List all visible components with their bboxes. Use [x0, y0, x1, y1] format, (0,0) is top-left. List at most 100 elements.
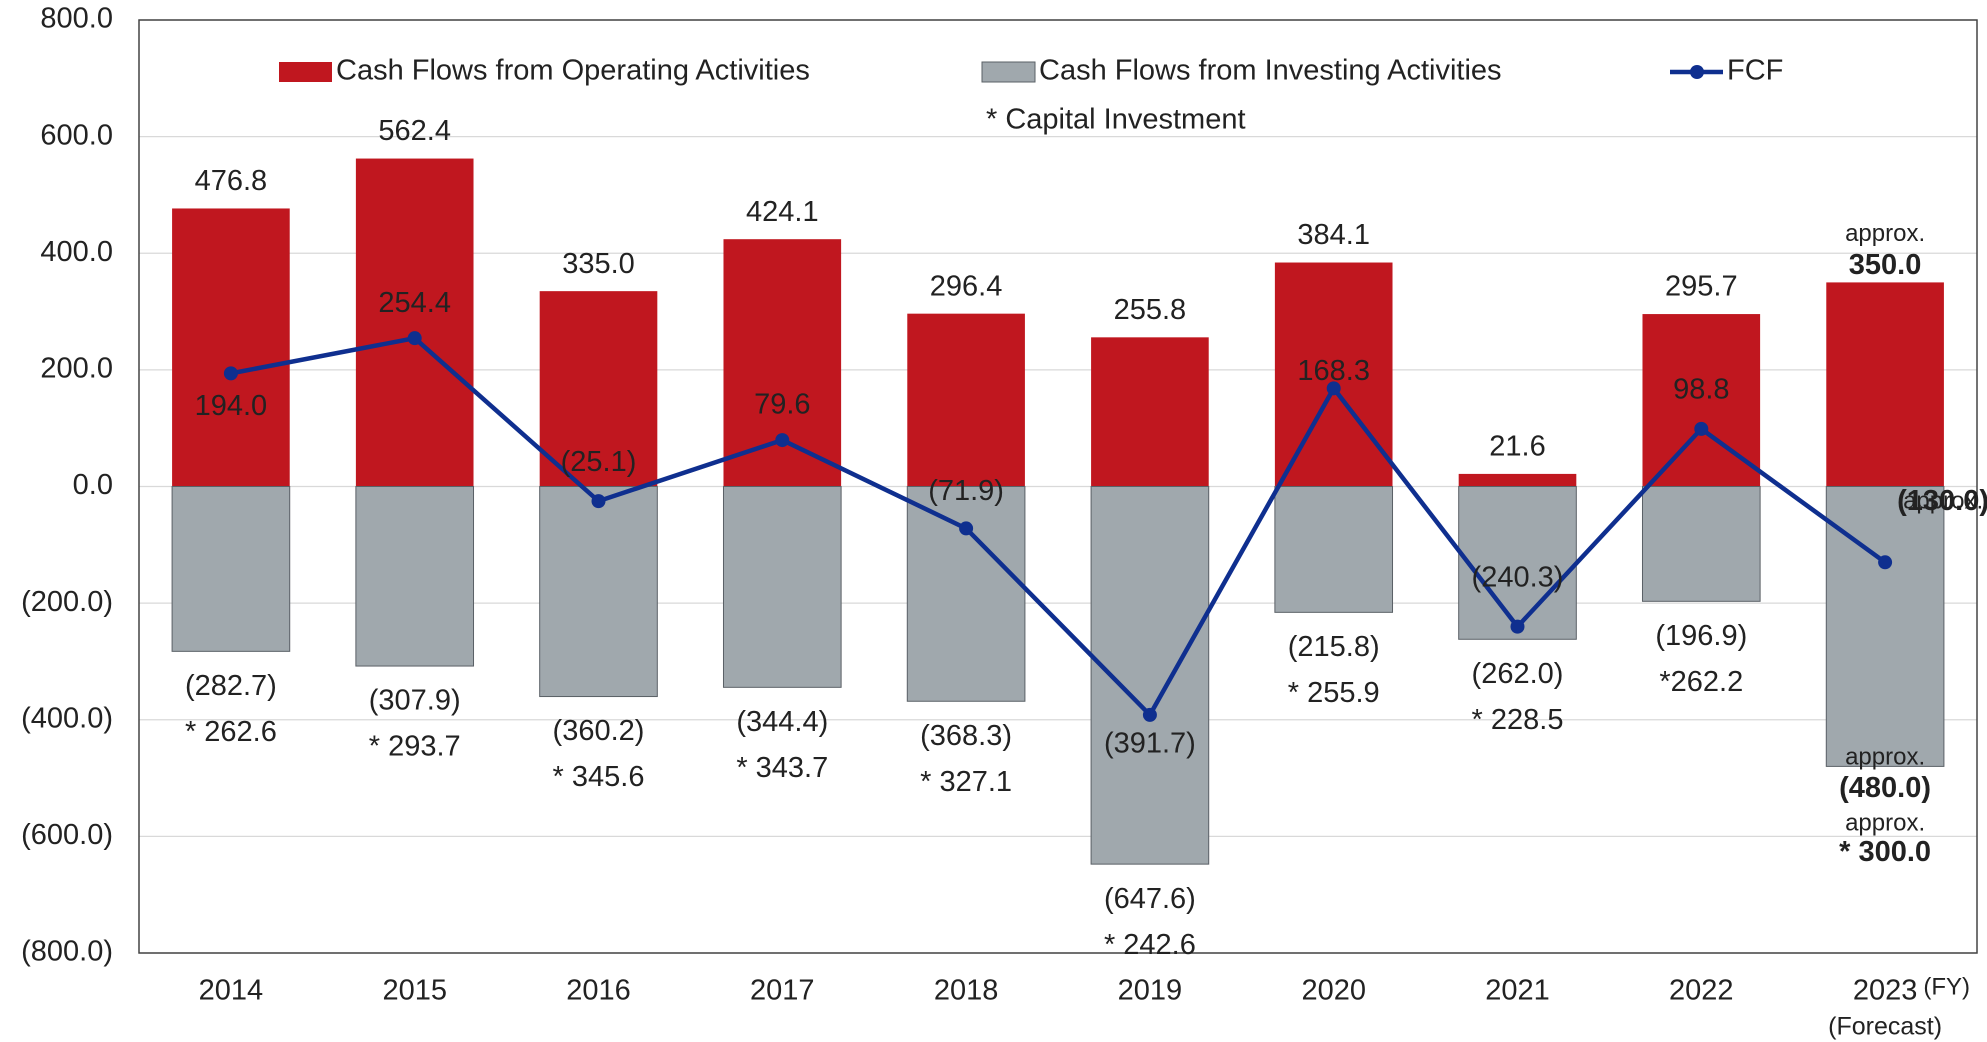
legend-swatch: [981, 61, 1036, 83]
bar: [906, 486, 1026, 702]
bar: [1826, 282, 1944, 487]
fcf-value-label: (25.1): [561, 446, 637, 478]
forecast-label: (Forecast): [1828, 1013, 1942, 1041]
bar: [172, 208, 290, 487]
approx-label: approx.: [1845, 744, 1925, 771]
bar: [355, 158, 474, 487]
fcf-value-label: (391.7): [1104, 728, 1196, 760]
legend-label: Cash Flows from Operating Activities: [336, 55, 810, 87]
bar: [539, 486, 658, 698]
fcf-value-label: (240.3): [1472, 561, 1564, 593]
bar: [1091, 337, 1209, 487]
fcf-value-label: 98.8: [1673, 374, 1729, 406]
bar: [1458, 486, 1577, 640]
bar-value-label: (282.7): [185, 670, 277, 702]
x-tick-label: 2019: [1118, 975, 1183, 1007]
y-tick-label: 800.0: [40, 3, 113, 35]
capital-investment-label: * 327.1: [920, 766, 1012, 798]
capital-investment-label: * 293.7: [369, 731, 461, 763]
approx-label: approx.: [1845, 810, 1925, 837]
bar-value-label: (647.6): [1104, 883, 1196, 915]
fcf-value-label: 79.6: [754, 389, 810, 421]
x-tick-label: 2016: [566, 975, 631, 1007]
x-tick-label: 2014: [199, 975, 264, 1007]
x-tick-label: 2020: [1301, 975, 1366, 1007]
bar-value-label: 562.4: [378, 115, 451, 147]
fcf-line: [230, 335, 1887, 719]
capital-investment-label: * 242.6: [1104, 929, 1196, 961]
fcf-point: [1510, 619, 1525, 634]
bar-value-label: 335.0: [562, 248, 635, 280]
capital-investment-label: * 255.9: [1288, 677, 1380, 709]
bar: [1825, 486, 1945, 767]
fcf-point: [223, 366, 238, 381]
bar: [1641, 486, 1761, 602]
bar: [907, 313, 1025, 487]
bar-value-label: 296.4: [930, 270, 1003, 302]
legend-swatch: [279, 62, 332, 82]
fcf-point: [591, 494, 606, 509]
fcf-point: [1694, 421, 1709, 436]
x-tick-label: 2022: [1669, 975, 1734, 1007]
bar-value-label: (262.0): [1472, 658, 1564, 690]
bar: [1458, 473, 1577, 487]
x-unit: (FY): [1923, 973, 1970, 1000]
fcf-value-label: 168.3: [1297, 355, 1370, 387]
fcf-value-label: 194.0: [195, 390, 268, 422]
bar-value-label: (307.9): [369, 685, 461, 717]
capital-investment-label: * 228.5: [1472, 704, 1564, 736]
y-tick-label: 200.0: [40, 353, 113, 385]
fcf-point: [775, 433, 790, 448]
legend-marker: [1690, 65, 1704, 79]
x-tick-label: 2018: [934, 975, 999, 1007]
y-tick-label: (200.0): [21, 586, 113, 618]
bar: [539, 291, 658, 487]
y-tick-label: (400.0): [21, 702, 113, 734]
fcf-point: [1878, 555, 1893, 570]
bar-value-label: 424.1: [746, 196, 819, 228]
capital-investment-label: *262.2: [1659, 666, 1743, 698]
y-tick-label: 0.0: [73, 469, 113, 501]
fcf-point: [407, 331, 422, 346]
fcf-value-label: 254.4: [378, 287, 451, 319]
y-tick-label: 600.0: [40, 119, 113, 151]
approx-label: approx.: [1903, 488, 1983, 515]
bar-value-label: 295.7: [1665, 271, 1738, 303]
x-tick-label: 2023: [1853, 975, 1918, 1007]
bar-value-label: (215.8): [1288, 631, 1380, 663]
bar-value-label: 350.0: [1849, 249, 1922, 281]
bar-value-label: (368.3): [920, 720, 1012, 752]
fcf-value-label: (130.0): [1897, 485, 1987, 517]
legend-label: FCF: [1727, 55, 1783, 87]
capital-investment-label: * 300.0: [1839, 836, 1931, 868]
y-tick-label: (800.0): [21, 936, 113, 968]
bar: [171, 486, 291, 652]
bar: [722, 486, 842, 688]
bar-value-label: (344.4): [736, 706, 828, 738]
y-tick-label: (600.0): [21, 819, 113, 851]
bar-value-label: (360.2): [553, 715, 645, 747]
legend-label: Cash Flows from Investing Activities: [1039, 55, 1502, 87]
bar-value-label: 384.1: [1297, 219, 1370, 251]
bar: [1274, 486, 1394, 613]
x-tick-label: 2021: [1485, 975, 1550, 1007]
fcf-point: [1326, 381, 1341, 396]
bar-value-label: 255.8: [1114, 294, 1187, 326]
bar: [1274, 262, 1393, 487]
bar: [723, 239, 842, 487]
capital-investment-label: * 262.6: [185, 716, 277, 748]
plot-frame: [138, 19, 1978, 954]
fcf-point: [959, 521, 974, 536]
approx-label: approx.: [1845, 220, 1925, 247]
y-tick-label: 400.0: [40, 236, 113, 268]
legend-label: * Capital Investment: [986, 104, 1246, 136]
bar-value-label: 21.6: [1489, 431, 1545, 463]
bar: [355, 486, 475, 667]
fcf-point: [1142, 707, 1157, 722]
bar-value-label: (480.0): [1839, 772, 1931, 804]
bar-value-label: (196.9): [1655, 620, 1747, 652]
bar-value-label: 476.8: [195, 165, 268, 197]
x-tick-label: 2017: [750, 975, 815, 1007]
fcf-value-label: (71.9): [928, 475, 1004, 507]
